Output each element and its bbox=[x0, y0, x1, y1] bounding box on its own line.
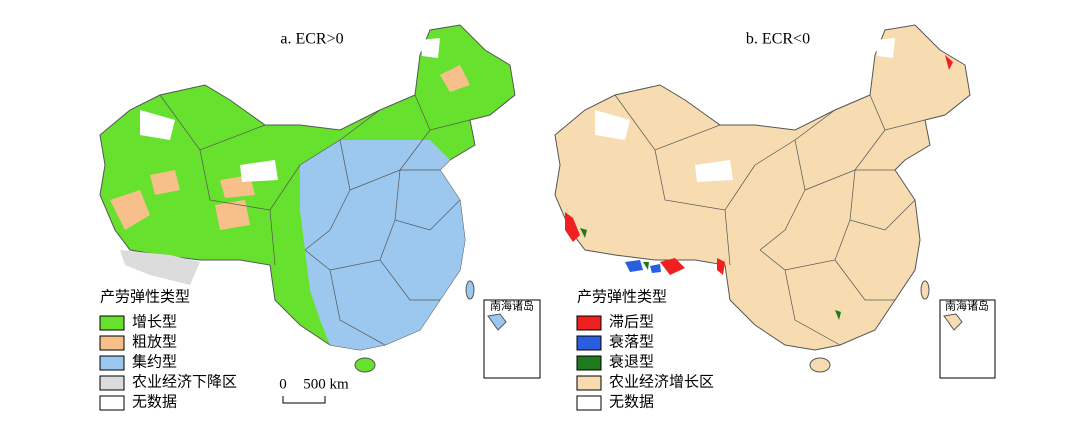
scale-bar bbox=[282, 396, 326, 404]
legend-swatch bbox=[576, 375, 602, 391]
map-region bbox=[110, 65, 470, 230]
legend-swatch bbox=[99, 315, 125, 331]
panel-title: b. ECR<0 bbox=[746, 31, 810, 48]
inset-box bbox=[939, 299, 996, 379]
legend-swatch bbox=[99, 375, 125, 391]
inset-land bbox=[487, 313, 507, 331]
island bbox=[809, 357, 831, 373]
inset-box bbox=[483, 299, 541, 379]
map-region bbox=[300, 140, 465, 350]
inset-label: 南海诸岛 bbox=[490, 299, 534, 313]
legend-label: 滞后型 bbox=[609, 313, 654, 330]
legend-swatch bbox=[576, 335, 602, 351]
scale-start: 0 bbox=[279, 376, 287, 392]
legend-label: 增长型 bbox=[132, 313, 177, 330]
scale-end: 500 km bbox=[303, 376, 349, 392]
legend-label: 衰退型 bbox=[609, 353, 654, 370]
legend-label: 无数据 bbox=[132, 393, 177, 410]
legend-label: 农业经济下降区 bbox=[132, 373, 237, 390]
legend-swatch bbox=[99, 395, 125, 411]
legend-title: 产劳弹性类型 bbox=[577, 288, 667, 305]
island bbox=[354, 357, 376, 373]
legend-swatch bbox=[576, 315, 602, 331]
legend-swatch bbox=[576, 355, 602, 371]
panel-a: a. ECR>0 南海诸岛 0 500 km 产劳弹性类型 增长型粗放型集约型农… bbox=[99, 24, 541, 411]
legend-label: 农业经济增长区 bbox=[609, 373, 714, 390]
legend-swatch bbox=[99, 335, 125, 351]
inset-label: 南海诸岛 bbox=[945, 299, 989, 313]
island bbox=[465, 280, 475, 300]
panel-title: a. ECR>0 bbox=[280, 31, 343, 48]
map-region bbox=[120, 250, 200, 285]
legend-title: 产劳弹性类型 bbox=[100, 288, 190, 305]
legend-swatch bbox=[576, 395, 602, 411]
legend-label: 粗放型 bbox=[132, 333, 177, 350]
legend-label: 集约型 bbox=[132, 353, 177, 370]
legend-swatch bbox=[99, 355, 125, 371]
inset-land bbox=[943, 313, 963, 331]
legend-label: 无数据 bbox=[609, 393, 654, 410]
map-region bbox=[625, 260, 661, 273]
legend-label: 衰落型 bbox=[609, 333, 654, 350]
island bbox=[920, 280, 930, 300]
